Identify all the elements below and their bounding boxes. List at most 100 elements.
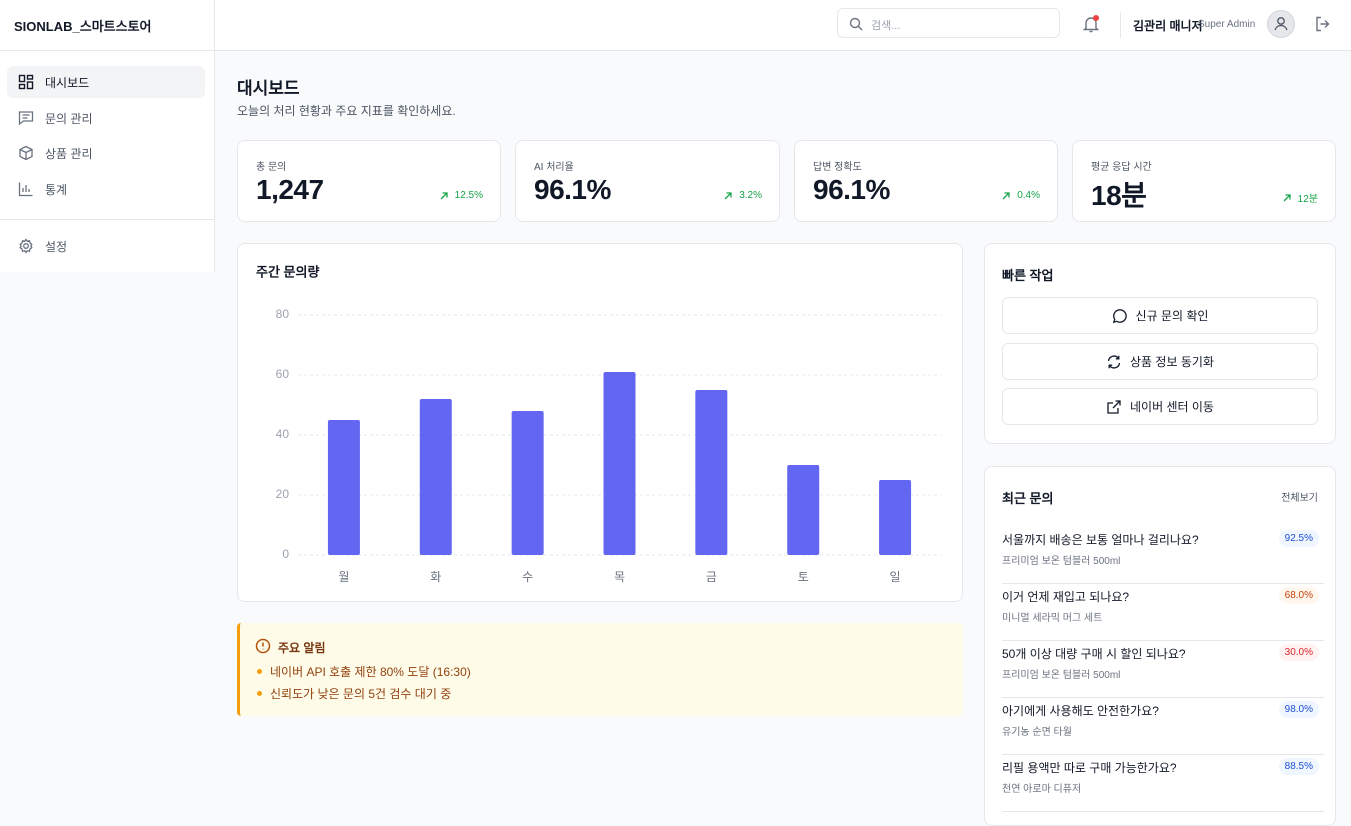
score-badge: 88.5% bbox=[1278, 758, 1319, 775]
bar bbox=[695, 390, 728, 555]
x-tick-label: 월 bbox=[338, 570, 349, 584]
action-button[interactable]: 상품 정보 동기화 bbox=[1002, 343, 1318, 380]
trend-icon bbox=[724, 191, 732, 199]
logout-button[interactable] bbox=[1314, 15, 1332, 33]
score-badge: 30.0% bbox=[1278, 644, 1319, 661]
search-box[interactable]: 검색... bbox=[837, 8, 1060, 38]
bar bbox=[879, 480, 912, 555]
recent-item[interactable]: 리필 용액만 따로 구매 가능한가요? 천연 아로마 디퓨저 88.5% bbox=[1002, 755, 1324, 812]
item-product: 프리미엄 보온 텀블러 500ml bbox=[1002, 670, 1121, 681]
chart-title: 주간 문의량 bbox=[256, 264, 319, 279]
stat-change: 0.4% bbox=[1001, 190, 1040, 201]
recent-item[interactable]: 아기에게 사용해도 안전한가요? 유기농 순면 타월 98.0% bbox=[1002, 698, 1324, 755]
card-title: 빠른 작업 bbox=[1002, 268, 1054, 283]
button-label: 상품 정보 동기화 bbox=[1130, 355, 1214, 369]
page-subtitle: 오늘의 처리 현황과 주요 지표를 확인하세요. bbox=[237, 104, 456, 118]
item-title: 50개 이상 대량 구매 시 할인 되나요? bbox=[1002, 647, 1186, 661]
nav-label: 대시보드 bbox=[45, 75, 90, 90]
alert-item: 신뢰도가 낮은 문의 5건 검수 대기 중 bbox=[257, 685, 451, 702]
icon bbox=[18, 182, 33, 197]
item-product: 유기농 순면 타월 bbox=[1002, 727, 1072, 738]
recent-item[interactable]: 서울까지 배송은 보통 얼마나 걸리나요? 프리미엄 보온 텀블러 500ml … bbox=[1002, 527, 1324, 584]
icon bbox=[18, 111, 34, 126]
y-tick-label: 40 bbox=[276, 427, 290, 441]
chart-card: 주간 문의량 0 20 40 60 80 월 화 수 목 금 토 일 bbox=[237, 243, 963, 602]
icon bbox=[1112, 308, 1127, 323]
stat-change: 12분 bbox=[1282, 190, 1318, 205]
header-divider bbox=[1120, 12, 1121, 38]
button-label: 네이버 센터 이동 bbox=[1130, 400, 1214, 414]
button-label: 신규 문의 확인 bbox=[1135, 309, 1209, 323]
avatar[interactable] bbox=[1267, 10, 1295, 38]
item-product: 프리미엄 보온 텀블러 500ml bbox=[1002, 556, 1121, 567]
view-all-link[interactable]: 전체보기 bbox=[1281, 493, 1318, 504]
recent-item[interactable]: 이거 언제 재입고 되나요? 미니멀 세라믹 머그 세트 68.0% bbox=[1002, 584, 1324, 641]
action-button[interactable]: 신규 문의 확인 bbox=[1002, 297, 1318, 334]
nav-item[interactable]: 대시보드 bbox=[7, 66, 205, 98]
x-tick-label: 화 bbox=[430, 570, 441, 584]
action-button[interactable]: 네이버 센터 이동 bbox=[1002, 388, 1318, 425]
nav-label: 설정 bbox=[45, 239, 68, 254]
search-placeholder: 검색... bbox=[871, 20, 901, 32]
score-badge: 92.5% bbox=[1278, 530, 1319, 547]
nav-label: 문의 관리 bbox=[45, 111, 93, 126]
chart: 주간 문의량 0 20 40 60 80 월 화 수 목 금 토 일 bbox=[256, 264, 941, 584]
stat-value: 18분 bbox=[1091, 180, 1147, 211]
item-product: 천연 아로마 디퓨저 bbox=[1002, 784, 1082, 795]
item-title: 아기에게 사용해도 안전한가요? bbox=[1002, 704, 1159, 718]
user-name: 김관리 매니저 bbox=[1133, 19, 1203, 33]
icon bbox=[19, 145, 33, 161]
nav-item[interactable]: 문의 관리 bbox=[7, 102, 205, 134]
x-tick-label: 목 bbox=[614, 570, 625, 584]
stat-value: 96.1% bbox=[534, 174, 611, 205]
x-tick-label: 일 bbox=[890, 570, 901, 584]
item-title: 리필 용액만 따로 구매 가능한가요? bbox=[1002, 761, 1177, 775]
card-title: 최근 문의 bbox=[1002, 491, 1054, 506]
stat-change-text: 12.5% bbox=[454, 190, 483, 201]
x-tick-label: 수 bbox=[522, 570, 533, 584]
recent-item[interactable]: 50개 이상 대량 구매 시 할인 되나요? 프리미엄 보온 텀블러 500ml… bbox=[1002, 641, 1324, 698]
stat-change: 12.5% bbox=[439, 190, 483, 201]
x-tick-label: 금 bbox=[706, 570, 717, 584]
alert-item: 네이버 API 호출 제한 80% 도달 (16:30) bbox=[257, 663, 471, 680]
nav-item[interactable]: 설정 bbox=[7, 230, 205, 262]
bullet-dot bbox=[257, 691, 262, 696]
stat-card: 평균 응답 시간 18분 12분 bbox=[1072, 140, 1336, 222]
alert-icon bbox=[255, 638, 271, 654]
stat-label: AI 처리율 bbox=[534, 162, 574, 173]
y-tick-label: 20 bbox=[276, 487, 290, 501]
stat-change-text: 3.2% bbox=[739, 190, 762, 201]
stat-value: 96.1% bbox=[813, 174, 890, 205]
sidebar: SIONLAB_스마트스토어 대시보드 문의 관리 상품 관리 통계 설정 bbox=[0, 0, 215, 272]
nav-item[interactable]: 통계 bbox=[7, 173, 205, 205]
item-title: 이거 언제 재입고 되나요? bbox=[1002, 590, 1130, 604]
stat-label: 총 문의 bbox=[256, 162, 287, 173]
bar bbox=[327, 420, 360, 555]
divider bbox=[0, 219, 214, 220]
quick-actions-card: 빠른 작업 신규 문의 확인 상품 정보 동기화 네이버 센터 이동 bbox=[984, 243, 1336, 444]
notification-bell[interactable] bbox=[1081, 14, 1101, 34]
icon bbox=[1107, 354, 1121, 369]
alert-title: 주요 알림 bbox=[278, 641, 326, 655]
bar bbox=[787, 465, 820, 555]
bar bbox=[603, 372, 636, 555]
stat-card: 답변 정확도 96.1% 0.4% bbox=[794, 140, 1058, 222]
alert-text: 신뢰도가 낮은 문의 5건 검수 대기 중 bbox=[270, 687, 452, 701]
icon bbox=[19, 238, 33, 254]
top-bar: 검색... 김관리 매니저 Super Admin bbox=[215, 0, 1351, 51]
stat-card: AI 처리율 96.1% 3.2% bbox=[515, 140, 780, 222]
stat-label: 평균 응답 시간 bbox=[1091, 162, 1152, 173]
x-tick-label: 토 bbox=[798, 570, 809, 584]
icon bbox=[18, 74, 34, 90]
stat-label: 답변 정확도 bbox=[813, 162, 862, 173]
logo[interactable]: SIONLAB_스마트스토어 bbox=[14, 19, 152, 34]
stat-card: 총 문의 1,247 12.5% bbox=[237, 140, 501, 222]
nav-item[interactable]: 상품 관리 bbox=[7, 137, 205, 169]
item-product: 미니멀 세라믹 머그 세트 bbox=[1002, 613, 1103, 624]
nav-label: 상품 관리 bbox=[45, 146, 93, 161]
user-role: Super Admin bbox=[1198, 19, 1256, 30]
stat-change: 3.2% bbox=[723, 190, 762, 201]
bar bbox=[419, 399, 452, 555]
icon bbox=[1107, 399, 1121, 414]
